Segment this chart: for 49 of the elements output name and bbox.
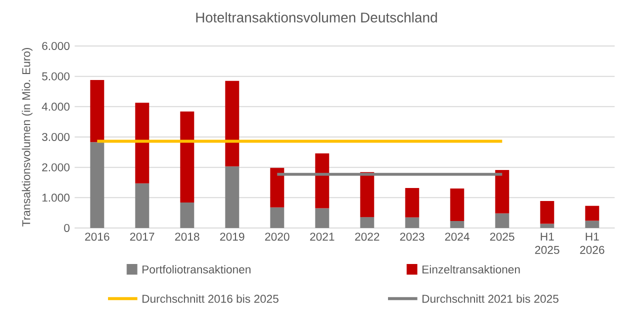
- bar: [540, 200, 554, 224]
- y-tick-label: 4.000: [42, 102, 70, 111]
- x-tick-label: 2018: [175, 232, 200, 241]
- bar: [315, 208, 330, 228]
- x-tick-label: 2025: [490, 232, 514, 241]
- legend-label: Einzeltransaktionen: [422, 265, 520, 274]
- bar: [450, 221, 464, 228]
- y-tick-label: 2.000: [42, 163, 70, 172]
- x-tick-label: 2017: [130, 232, 154, 241]
- bar: [495, 170, 510, 214]
- bar: [225, 166, 240, 228]
- bar: [405, 217, 420, 228]
- chart-title: Hoteltransaktionsvolumen Deutschland: [196, 12, 437, 22]
- y-tick-label: 5.000: [42, 72, 70, 80]
- x-tick-label: 2020: [265, 232, 290, 241]
- y-tick-label: 0: [64, 224, 70, 232]
- bar: [585, 206, 600, 221]
- y-axis-title: Transaktionsvolumen (in Mio. Euro): [22, 48, 32, 226]
- y-tick-label: 6.000: [42, 42, 70, 50]
- bar: [90, 80, 104, 142]
- bar: [270, 168, 284, 208]
- x-tick-label: 2019: [220, 232, 244, 241]
- x-tick-label: 2021: [310, 232, 334, 241]
- bar: [90, 142, 104, 228]
- y-tick-label: 1.000: [42, 194, 70, 202]
- bar: [135, 102, 150, 184]
- bar: [540, 224, 554, 228]
- x-tick-label: H1 2025: [535, 232, 560, 254]
- bar: [360, 172, 374, 218]
- x-tick-label: 2016: [85, 232, 110, 241]
- legend-label: Durchschnitt 2021 bis 2025: [422, 294, 558, 303]
- bar: [135, 183, 150, 228]
- bar: [360, 217, 374, 228]
- bar: [315, 153, 330, 208]
- bar: [270, 207, 284, 228]
- y-tick-label: 3.000: [42, 132, 70, 141]
- bar: [180, 112, 194, 203]
- bar: [180, 202, 194, 228]
- bar: [585, 220, 600, 228]
- bar: [225, 80, 240, 166]
- x-tick-label: 2024: [445, 232, 470, 241]
- x-tick-label: H1 2026: [580, 232, 604, 254]
- legend-label: Durchschnitt 2016 bis 2025: [142, 294, 278, 303]
- bar: [495, 213, 510, 228]
- bar: [450, 188, 464, 222]
- x-tick-label: 2023: [400, 232, 424, 241]
- legend-label: Portfoliotransaktionen: [142, 265, 250, 274]
- x-tick-label: 2022: [355, 232, 380, 241]
- bar: [405, 188, 420, 218]
